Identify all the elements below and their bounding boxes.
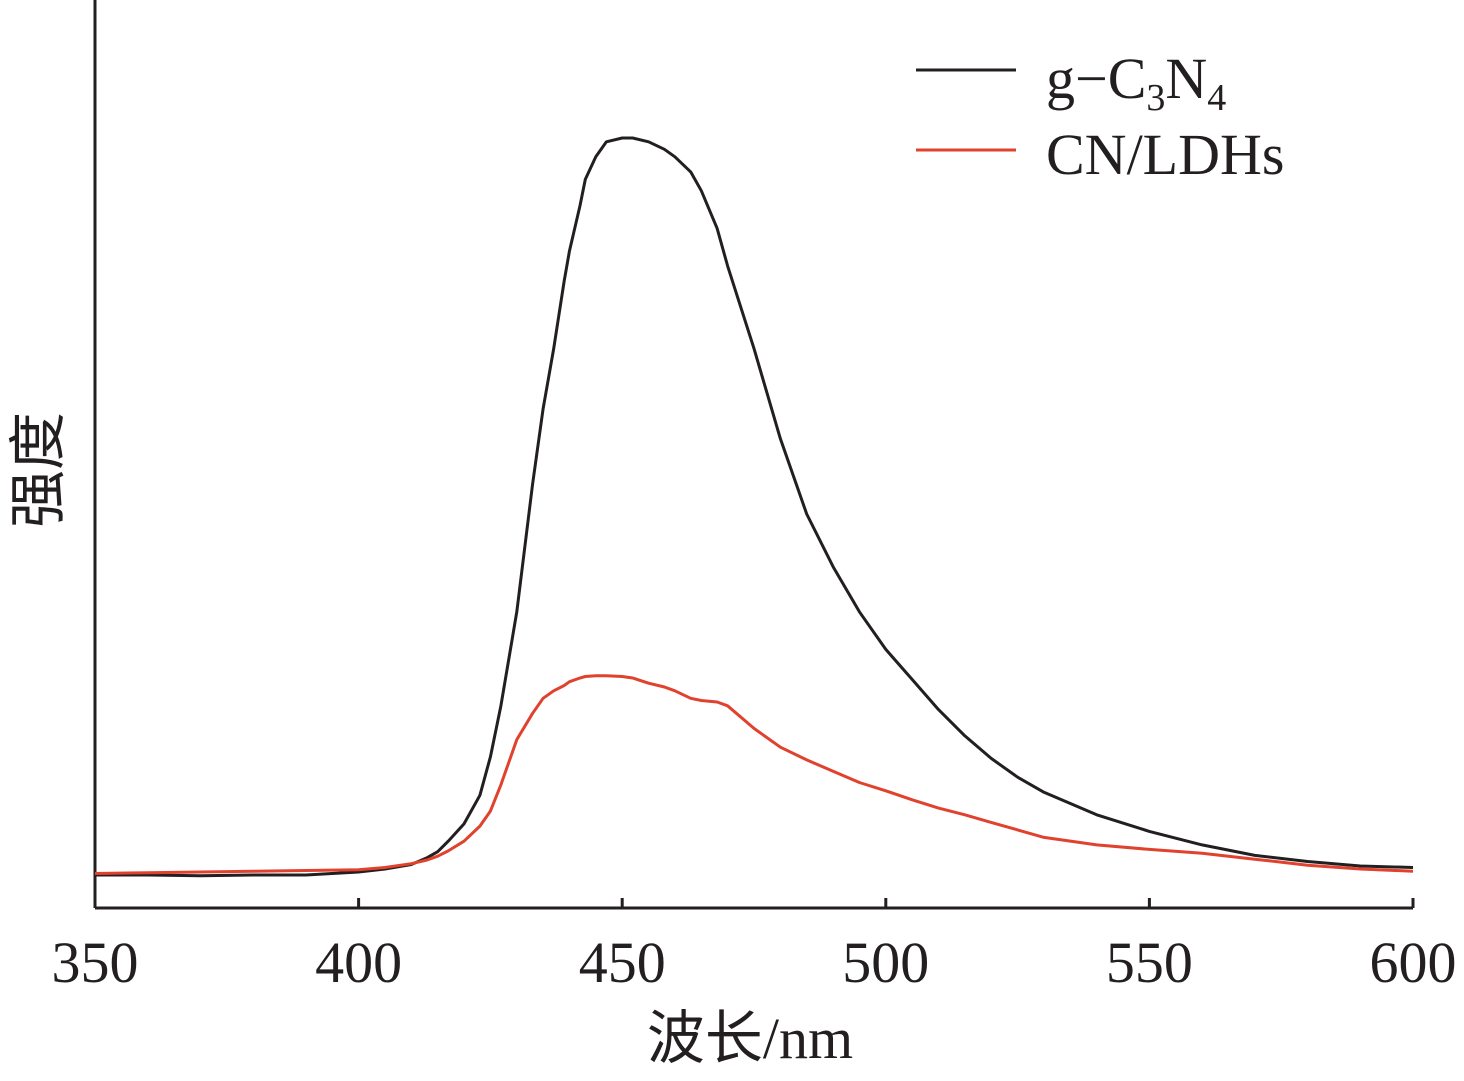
x-tick-label: 400 — [315, 930, 402, 995]
x-tick-label: 500 — [842, 930, 929, 995]
series-layer — [94, 136, 1414, 878]
series-line-cn-ldhs — [94, 674, 1414, 875]
axes — [93, 0, 1413, 910]
legend-label-g-c3n4: g−C3N4 — [1046, 46, 1226, 119]
legend: g−C3N4 CN/LDHs — [916, 46, 1284, 187]
x-axis-title: 波长/nm — [647, 1006, 853, 1071]
y-axis-title: 强度 — [6, 412, 71, 528]
legend-label-cn-ldhs: CN/LDHs — [1046, 122, 1284, 187]
x-tick-label: 550 — [1106, 930, 1193, 995]
x-ticks: 350 400 450 500 550 600 — [52, 898, 1457, 995]
x-tick-label: 600 — [1370, 930, 1457, 995]
x-tick-label: 350 — [52, 930, 139, 995]
series-line-g-c3n4 — [95, 136, 1414, 878]
x-tick-label: 450 — [579, 930, 666, 995]
